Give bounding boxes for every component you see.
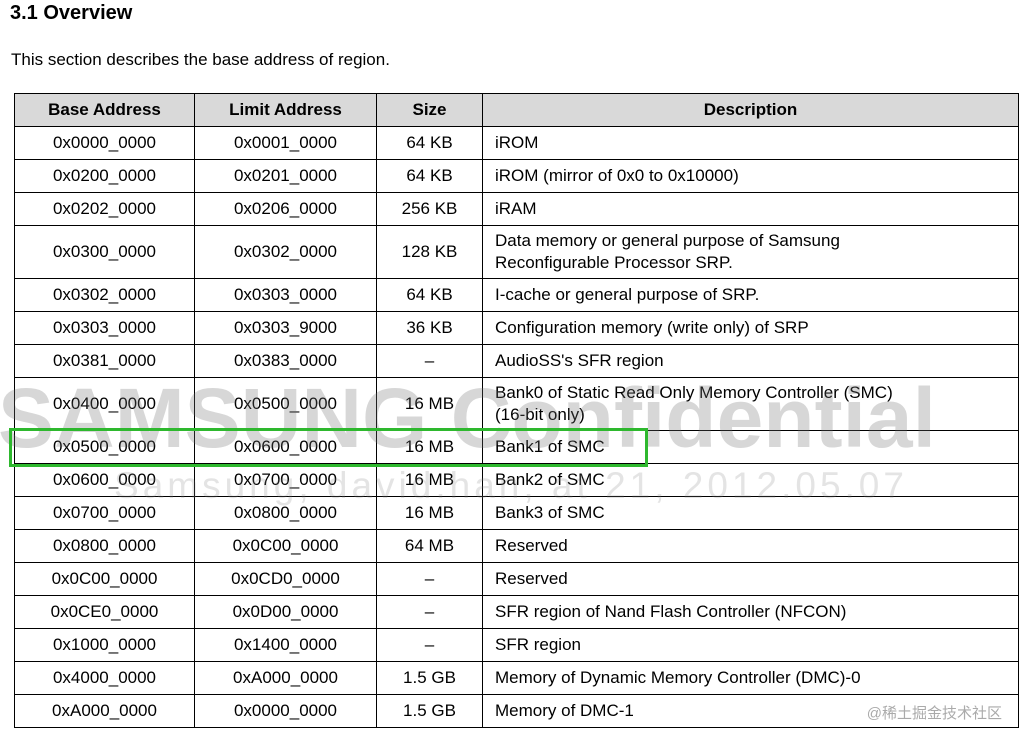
cell-description: SFR region	[482, 628, 1019, 663]
cell-size: 36 KB	[376, 311, 483, 346]
community-watermark: @稀土掘金技术社区	[866, 705, 1002, 722]
cell-size: 16 MB	[376, 463, 483, 498]
cell-description: iROM (mirror of 0x0 to 0x10000)	[482, 159, 1019, 193]
cell-description: Data memory or general purpose of Samsun…	[482, 224, 1019, 280]
table-row: 0x0700_0000 0x0800_0000 16 MB Bank3 of SMC	[14, 496, 1019, 531]
cell-base-address: 0x0300_0000	[14, 224, 195, 280]
cell-size: 64 MB	[376, 529, 483, 564]
cell-description: I-cache or general purpose of SRP.	[482, 278, 1019, 313]
cell-base-address: 0x0302_0000	[14, 278, 195, 313]
table-header-row: Base Address Limit Address Size Description	[14, 93, 1019, 127]
table-row: 0x0300_0000 0x0302_0000 128 KB Data memory …	[14, 224, 1019, 280]
cell-base-address: 0x0200_0000	[14, 159, 195, 193]
table-row: 0x0800_0000 0x0C00_0000 64 MB Reserved	[14, 529, 1019, 564]
table-row: 0x0202_0000 0x0206_0000 256 KB iRAM	[14, 192, 1019, 226]
cell-base-address: 0x0500_0000	[14, 430, 195, 465]
cell-size: 64 KB	[376, 159, 483, 193]
column-header: Description	[482, 93, 1019, 127]
cell-limit-address: 0x0800_0000	[194, 496, 377, 531]
cell-description: AudioSS's SFR region	[482, 344, 1019, 379]
cell-description: Bank0 of Static Read Only Memory Control…	[482, 377, 1019, 432]
cell-base-address: 0x0C00_0000	[14, 562, 195, 597]
cell-limit-address: 0x0700_0000	[194, 463, 377, 498]
page-title: 3.1 Overview	[10, 2, 133, 24]
table-row: 0x0C00_0000 0x0CD0_0000– Reserved	[14, 562, 1019, 597]
cell-size: –	[376, 562, 483, 597]
cell-description: Memory of DMC-1	[482, 694, 1019, 729]
cell-size: 16 MB	[376, 377, 483, 432]
cell-limit-address: 0x0001_0000	[194, 126, 377, 160]
cell-description: Bank1 of SMC	[482, 430, 1019, 465]
table-row: 0x0303_0000 0x0303_9000 36 KB Configuration…	[14, 311, 1019, 346]
intro-text: This section describes the base address …	[11, 50, 390, 69]
cell-description: Reserved	[482, 529, 1019, 564]
cell-size: 1.5 GB	[376, 694, 483, 729]
cell-limit-address: 0x1400_0000	[194, 628, 377, 663]
cell-base-address: 0x0800_0000	[14, 529, 195, 564]
cell-limit-address: 0x0383_0000	[194, 344, 377, 379]
column-header: Limit Address	[194, 93, 377, 127]
table-row: 0x4000_0000 0xA000_0000 1.5 GB Memory of Dy…	[14, 661, 1019, 696]
cell-size: 64 KB	[376, 278, 483, 313]
cell-description: Bank2 of SMC	[482, 463, 1019, 498]
table-row: 0x0400_0000 0x0500_0000 16 MB Bank0 of Stat…	[14, 377, 1019, 432]
cell-description: iROM	[482, 126, 1019, 160]
column-header: Size	[376, 93, 483, 127]
cell-base-address: 0x0303_0000	[14, 311, 195, 346]
cell-limit-address: 0x0600_0000	[194, 430, 377, 465]
cell-limit-address: 0xA000_0000	[194, 661, 377, 696]
table-row: 0x0600_0000 0x0700_0000 16 MB Bank2 of SMC	[14, 463, 1019, 498]
cell-limit-address: 0x0000_0000	[194, 694, 377, 729]
cell-limit-address: 0x0D00_0000	[194, 595, 377, 630]
cell-size: 1.5 GB	[376, 661, 483, 696]
cell-description: Configuration memory (write only) of SRP	[482, 311, 1019, 346]
memory-map-body: 0x0000_0000 0x0001_0000 64 KB iROM 0x0200_00…	[14, 126, 1019, 729]
cell-size: –	[376, 595, 483, 630]
cell-limit-address: 0x0302_0000	[194, 224, 377, 280]
cell-limit-address: 0x0500_0000	[194, 377, 377, 432]
cell-base-address: 0x1000_0000	[14, 628, 195, 663]
cell-size: 16 MB	[376, 496, 483, 531]
cell-limit-address: 0x0206_0000	[194, 192, 377, 226]
table-row: 0x0381_0000 0x0383_0000– AudioSS's SFR reg…	[14, 344, 1019, 379]
cell-description: Bank3 of SMC	[482, 496, 1019, 531]
cell-limit-address: 0x0303_9000	[194, 311, 377, 346]
table-row: 0x0500_0000 0x0600_0000 16 MB Bank1 of SMC	[14, 430, 1019, 465]
table-row: 0x0200_0000 0x0201_0000 64 KB iROM (mirror …	[14, 159, 1019, 193]
cell-description: Memory of Dynamic Memory Controller (DMC…	[482, 661, 1019, 696]
cell-base-address: 0x0CE0_0000	[14, 595, 195, 630]
cell-size: 128 KB	[376, 224, 483, 280]
cell-base-address: 0x0000_0000	[14, 126, 195, 160]
cell-limit-address: 0x0C00_0000	[194, 529, 377, 564]
cell-base-address: 0x0600_0000	[14, 463, 195, 498]
cell-base-address: 0x0202_0000	[14, 192, 195, 226]
cell-base-address: 0x0381_0000	[14, 344, 195, 379]
cell-description: Reserved	[482, 562, 1019, 597]
cell-base-address: 0x0400_0000	[14, 377, 195, 432]
cell-size: –	[376, 628, 483, 663]
table-row: 0x0CE0_0000 0x0D00_0000– SFR region of Nan…	[14, 595, 1019, 630]
cell-size: 256 KB	[376, 192, 483, 226]
cell-base-address: 0xA000_0000	[14, 694, 195, 729]
cell-size: 16 MB	[376, 430, 483, 465]
cell-base-address: 0x4000_0000	[14, 661, 195, 696]
cell-limit-address: 0x0CD0_0000	[194, 562, 377, 597]
cell-description: iRAM	[482, 192, 1019, 226]
cell-size: –	[376, 344, 483, 379]
table-row: 0x0302_0000 0x0303_0000 64 KB I-cache or ge…	[14, 278, 1019, 313]
cell-size: 64 KB	[376, 126, 483, 160]
table-row: 0xA000_0000 0x0000_0000 1.5 GB Memory of DM…	[14, 694, 1019, 729]
cell-description: SFR region of Nand Flash Controller (NFC…	[482, 595, 1019, 630]
table-row: 0x1000_0000 0x1400_0000– SFR region	[14, 628, 1019, 663]
cell-limit-address: 0x0201_0000	[194, 159, 377, 193]
cell-base-address: 0x0700_0000	[14, 496, 195, 531]
memory-map-table: Base Address Limit Address Size Description…	[14, 93, 1019, 729]
column-header: Base Address	[14, 93, 195, 127]
cell-limit-address: 0x0303_0000	[194, 278, 377, 313]
table-row: 0x0000_0000 0x0001_0000 64 KB iROM	[14, 126, 1019, 160]
